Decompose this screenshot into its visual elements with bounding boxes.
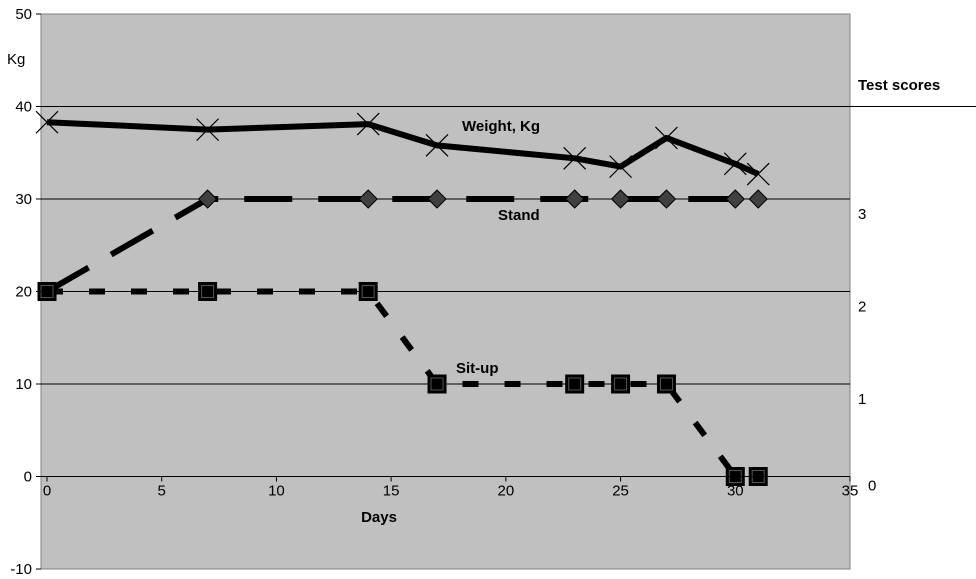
weight-point-stroke (196, 118, 220, 142)
stand-point (427, 189, 447, 209)
stand-point (748, 189, 768, 209)
x-tick-label: 15 (383, 483, 400, 500)
weight-point (196, 118, 220, 142)
weight-point-stroke (655, 126, 678, 150)
weight-point-stroke (563, 146, 587, 170)
situp-point (611, 374, 631, 394)
situp-point-inner (614, 377, 628, 391)
weight-point (609, 155, 632, 179)
y2-tick-label: 3 (858, 206, 866, 223)
weight-point (35, 110, 59, 134)
y-tick-label: 0 (24, 469, 32, 486)
series-label-situp: Sit-up (456, 360, 499, 377)
weight-point-stroke (35, 110, 59, 134)
weight-point (425, 133, 449, 157)
y2-axis-label: Test scores (858, 77, 940, 94)
situp-point (656, 374, 676, 394)
stand-point (358, 189, 378, 209)
x-tick-label: 35 (842, 483, 859, 500)
x-tick-label: 30 (727, 483, 744, 500)
situp-point (198, 282, 218, 301)
weight-point-stroke (425, 133, 449, 157)
y-tick-label: 10 (15, 376, 32, 393)
weight-point-stroke (746, 162, 770, 186)
series-label-weight: Weight, Kg (462, 118, 540, 135)
y-axis-label: Kg (7, 51, 25, 68)
situp-point-inner (659, 377, 673, 391)
y-tick-label: 30 (15, 191, 32, 208)
weight-point-stroke (609, 155, 632, 179)
y-tick-label: -10 (10, 561, 32, 578)
situp-point (427, 374, 447, 394)
x-tick-label: 25 (612, 483, 629, 500)
situp-point-inner (361, 285, 375, 298)
weight-point-stroke (356, 112, 380, 136)
situp-point (565, 374, 585, 394)
stand-point (610, 189, 631, 209)
x-tick-label: 10 (268, 483, 285, 500)
situp-point (358, 282, 378, 301)
x-axis-label: Days (361, 509, 397, 526)
y-tick-label: 20 (15, 284, 32, 301)
stand-point (656, 189, 677, 209)
stand-point (197, 189, 218, 209)
y2-tick-label: 0 (868, 478, 876, 495)
situp-point-inner (201, 285, 215, 298)
weight-point (655, 126, 678, 150)
weight-point (723, 152, 747, 176)
y-tick-label: 40 (15, 99, 32, 116)
series-label-stand: Stand (498, 207, 540, 224)
weight-point (356, 112, 380, 136)
stand-point (725, 189, 745, 209)
stand-point (564, 189, 585, 209)
x-tick-label: 20 (498, 483, 515, 500)
weight-point (746, 162, 770, 186)
situp-point-inner (430, 377, 444, 391)
y2-tick-label: 1 (858, 391, 866, 408)
series-line-square (47, 288, 759, 480)
x-tick-label: 5 (158, 483, 166, 500)
y2-tick-label: 2 (858, 299, 866, 316)
weight-point-stroke (723, 152, 747, 176)
x-tick-label: 0 (43, 483, 51, 500)
situp-point-inner (568, 377, 582, 391)
y-tick-label: 50 (15, 6, 32, 23)
weight-point (563, 146, 587, 170)
